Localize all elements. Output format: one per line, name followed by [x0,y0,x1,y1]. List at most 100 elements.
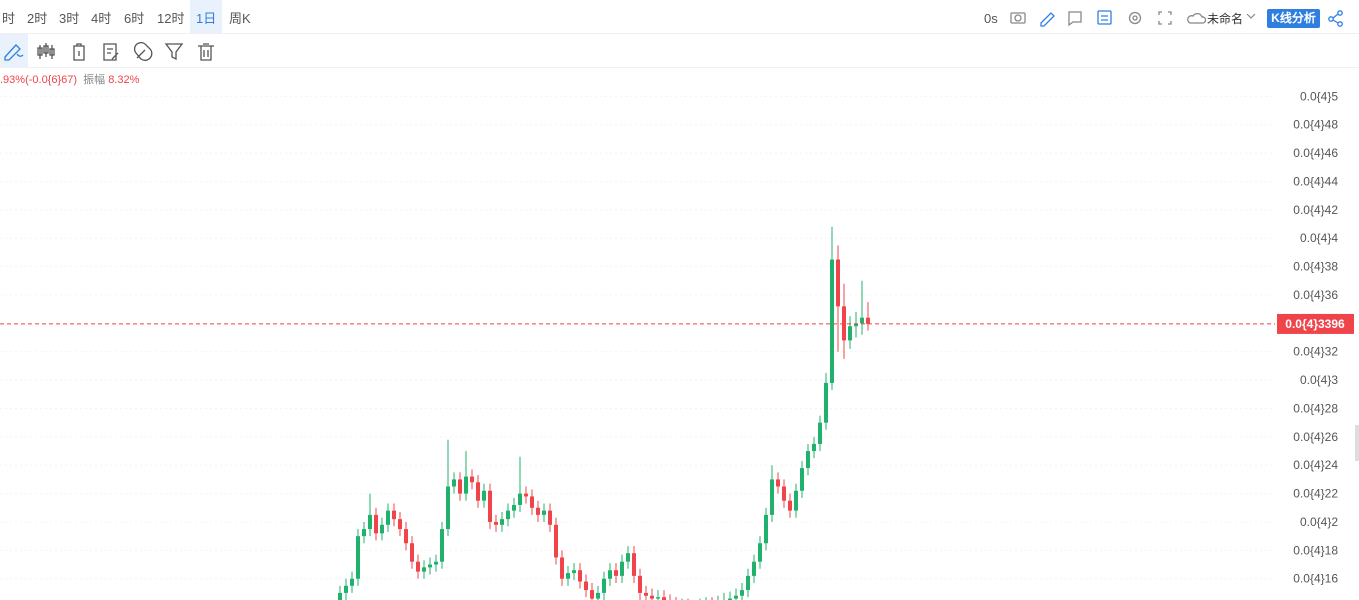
countdown: 0s [984,11,998,26]
settings-icon[interactable] [1128,11,1142,25]
candle-body [458,479,462,494]
candle-body [662,597,666,600]
candle-body [608,570,612,579]
candle-body [782,486,786,501]
candle-body [392,510,396,520]
candle-body [350,578,354,586]
candle-body [740,590,744,596]
interval[interactable]: 周K [229,11,251,26]
fullscreen-icon[interactable] [1158,11,1172,25]
candle-body [650,595,654,599]
magnet-tool[interactable] [133,41,153,61]
candle-body [566,573,570,579]
scroll-handle[interactable] [1355,425,1359,461]
interval-bar: 时 2时 3时 4时 6时 12时 1日 周K 0s 未命名 K线分析 [0,0,1359,34]
candle-body [506,510,510,520]
note-tool[interactable] [103,43,119,61]
y-tick-label: 0.0{4}28 [1293,401,1338,415]
candle-body [728,598,732,600]
candle-body [398,519,402,530]
candle-body [536,507,540,515]
last-price-label: 0.0{4}3396 [1285,317,1345,331]
candle-body [596,592,600,599]
candle-body [818,422,822,444]
candle-body [404,529,408,544]
share-icon[interactable] [1327,9,1345,27]
y-tick-label: 0.0{4}3 [1300,373,1338,387]
y-tick-label: 0.0{4}24 [1293,458,1338,472]
candle-body [344,585,348,593]
last-price-tag [1277,313,1354,334]
chevron [1246,13,1256,19]
candle-body [656,597,660,599]
pen-tool[interactable] [4,44,24,61]
interval[interactable]: 4时 [91,11,112,26]
candle-body [386,510,390,525]
y-tick-label: 0.0{4}4 [1300,231,1338,245]
candle-body [572,570,576,574]
y-tick-label: 0.0{4}46 [1293,146,1338,160]
draw-icon[interactable] [1040,12,1055,27]
interval[interactable]: 时 [2,11,16,26]
candle-body [770,479,774,515]
candles [338,226,870,600]
candle-body [836,259,840,307]
comment-icon[interactable] [1068,11,1082,27]
candle-body [512,504,516,511]
candle-body [338,592,342,600]
camera-icon[interactable] [1010,12,1026,24]
y-tick-label: 0.0{4}26 [1293,430,1338,444]
measure-tool[interactable] [73,43,85,61]
candle-body [620,561,624,576]
candle-body [476,482,480,501]
candle-body [416,561,420,572]
y-tick-label: 0.0{4}2 [1300,515,1338,529]
candle-body [746,575,750,591]
candle-body [368,514,372,530]
candle-body [578,570,582,582]
candle-body [554,524,558,558]
interval[interactable]: 6时 [124,11,145,26]
candle-body [842,306,846,341]
interval[interactable]: 3时 [59,11,80,26]
interval-selected[interactable]: 1日 [190,0,223,33]
drawing-tools [0,34,214,67]
interval[interactable]: 12时 [157,11,185,26]
candle-body [614,570,618,576]
candle-body [602,578,606,593]
y-tick-label: 0.0{4}38 [1293,260,1338,274]
candle-tool[interactable] [39,43,53,59]
filter-tool[interactable] [164,43,184,61]
analysis-button[interactable]: K线分析 [1267,9,1320,28]
candle-body [638,575,642,593]
candle-body [440,529,444,562]
candle-body [794,490,798,511]
layout-name[interactable]: 未命名 [1207,12,1244,26]
candle-body [626,553,630,562]
candle-body [860,317,864,324]
interval[interactable]: 2时 [27,11,48,26]
candle-body [356,536,360,579]
candle-body [470,476,474,483]
y-tick-label: 0.0{4}48 [1293,118,1338,132]
calc-icon[interactable] [1097,10,1112,25]
y-tick-label: 0.0{4}22 [1293,487,1338,501]
cloud-icon[interactable] [1187,12,1207,24]
candle-body [764,514,768,544]
candle-body [734,595,738,599]
candle-body [362,529,366,537]
delete-tool[interactable] [198,43,214,61]
candle-body [500,519,504,525]
candle-body [758,543,762,562]
y-tick-label: 0.0{4}5 [1300,89,1338,103]
candle-body [854,323,858,327]
candle-body [632,553,636,576]
candle-body [410,543,414,562]
candle-body [788,500,792,511]
candle-body [464,476,468,494]
candle-body [824,382,828,423]
y-tick-label: 0.0{4}42 [1293,203,1338,217]
candle-body [560,557,564,579]
chart: 0.0{4}5 0.0{4}48 0.0{4}46 0.0{4}44 0.0{4}42 0… [0,89,1359,600]
